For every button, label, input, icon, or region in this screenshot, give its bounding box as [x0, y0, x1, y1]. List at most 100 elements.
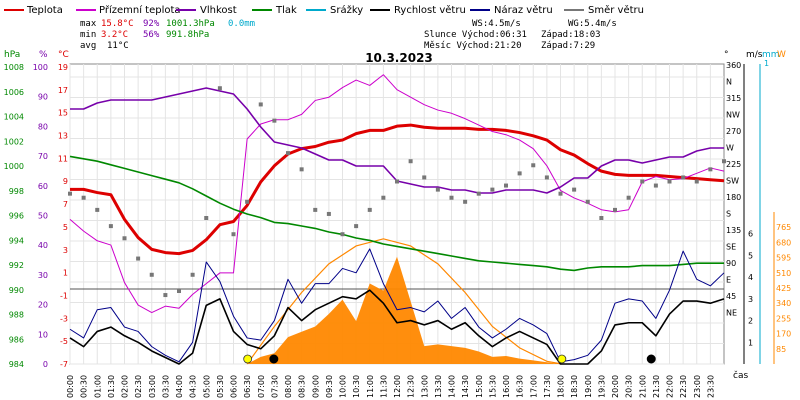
axis-unit-rain: mm: [762, 50, 780, 60]
wind-direction-point: [354, 224, 359, 229]
y-tick-solar: 765: [776, 223, 791, 232]
y-tick-pressure: 1004: [4, 113, 24, 122]
wind-direction-point: [422, 175, 427, 180]
wind-direction-point: [435, 187, 440, 192]
legend-label-srazky: Srážky: [330, 4, 363, 16]
axis-ticks: 00:00 00:30 01:00 01:30 02:00 02:30 03:00 03:30…: [4, 59, 792, 398]
y-tick-direction: W: [726, 144, 734, 153]
axis-unit-solar: W: [777, 50, 786, 60]
y-tick-wind: 3: [748, 295, 753, 304]
legend-label-vlhkost: Vlhkost: [200, 5, 237, 16]
y-tick-solar: 85: [776, 345, 786, 354]
x-tick-label: 19:30: [597, 375, 606, 398]
wind-direction-point: [272, 118, 277, 123]
x-tick-label: 05:00: [202, 375, 211, 398]
y-tick-humidity: 90: [38, 93, 48, 102]
wind-direction-point: [463, 199, 468, 204]
y-tick-temperature: 5: [63, 223, 68, 232]
y-tick-pressure: 992: [9, 261, 24, 270]
wind-direction-point: [313, 207, 318, 212]
wind-direction-point: [204, 216, 209, 220]
y-tick-pressure: 994: [9, 236, 24, 245]
y-tick-direction: 315: [726, 94, 741, 103]
x-tick-label: 22:30: [679, 375, 688, 398]
y-tick-direction: S: [726, 210, 731, 219]
wind-direction-point: [449, 195, 454, 200]
wind-direction-point: [299, 167, 304, 172]
y-tick-humidity: 0: [43, 360, 48, 369]
y-tick-solar: 510: [776, 269, 791, 278]
stats-sun-set: Západ:18:03: [541, 30, 601, 40]
stats-max-press: 1001.3hPa: [166, 19, 215, 29]
x-tick-label: 15:00: [475, 375, 484, 398]
legend-label-naraz: Náraz větru: [494, 4, 553, 16]
y-tick-direction: 270: [726, 127, 741, 136]
x-tick-label: 22:00: [666, 375, 675, 398]
wind-direction-point: [572, 187, 577, 192]
x-tick-label: 14:00: [448, 375, 457, 398]
y-tick-pressure: 996: [9, 212, 24, 221]
wind-direction-point: [340, 232, 345, 237]
y-tick-temperature: 15: [58, 109, 68, 118]
wind-direction-point: [490, 187, 495, 192]
y-tick-temperature: 3: [63, 246, 68, 255]
y-tick-pressure: 1002: [4, 137, 24, 146]
axis-unit-wind: m/s: [746, 50, 763, 60]
wind-direction-point: [68, 191, 72, 196]
x-tick-label: 11:00: [366, 375, 375, 398]
wind-direction-point: [395, 179, 399, 184]
x-tick-label: 00:30: [80, 375, 89, 398]
y-tick-solar: 255: [776, 314, 791, 323]
y-tick-direction: 135: [726, 226, 741, 235]
x-tick-label: 15:30: [488, 375, 497, 398]
axis-unit-humidity: %: [39, 50, 48, 60]
wind-direction-point: [81, 195, 86, 200]
y-tick-humidity: 20: [38, 301, 48, 310]
solar-radiation-area: [247, 256, 561, 364]
x-tick-label: 17:00: [529, 375, 538, 398]
wind-direction-point: [640, 179, 645, 184]
y-tick-wind: 6: [748, 230, 753, 239]
y-tick-direction: 360: [726, 61, 741, 70]
y-tick-humidity: 70: [38, 152, 48, 161]
wind-direction-point: [613, 207, 617, 212]
wind-direction-point: [108, 224, 113, 229]
x-tick-label: 14:30: [461, 375, 470, 398]
y-tick-humidity: 80: [38, 122, 48, 131]
y-tick-temperature: -1: [60, 291, 68, 300]
wind-direction-point: [626, 195, 631, 200]
x-tick-label: 12:00: [393, 375, 402, 398]
x-tick-label: 18:30: [570, 375, 579, 398]
x-tick-label: 21:00: [638, 375, 647, 398]
y-tick-pressure: 998: [9, 187, 24, 196]
x-tick-label: 20:30: [625, 375, 634, 398]
x-tick-label: 23:30: [706, 375, 715, 398]
wind-direction-point: [231, 232, 236, 237]
y-tick-solar: 595: [776, 254, 791, 263]
stats-min-temp: 3.2°C: [101, 30, 128, 40]
x-tick-label: 09:30: [325, 375, 334, 398]
legend: Teplota Přízemní teplota Vlhkost Tlak Sr…: [4, 4, 644, 16]
legend-label-tlak: Tlak: [275, 5, 297, 16]
moonrise-marker: [646, 354, 656, 364]
wind-direction-point: [381, 195, 386, 200]
x-tick-label: 02:00: [121, 375, 130, 398]
legend-label-teplota: Teplota: [26, 5, 63, 16]
y-tick-direction: 90: [726, 259, 736, 268]
y-tick-solar: 680: [776, 238, 791, 247]
x-tick-label: 04:30: [189, 375, 198, 398]
x-tick-label: 16:00: [502, 375, 511, 398]
y-tick-pressure: 984: [9, 360, 24, 369]
y-tick-temperature: 17: [58, 86, 68, 95]
x-tick-label: 03:00: [148, 375, 157, 398]
x-tick-label: 12:30: [407, 375, 416, 398]
wind-direction-point: [217, 86, 222, 91]
moonset-marker: [269, 354, 279, 364]
wind-direction-point: [367, 207, 372, 212]
stats-ws: WS:4.5m/s: [472, 19, 521, 29]
y-tick-wind: 2: [748, 317, 753, 326]
x-tick-label: 05:30: [216, 375, 225, 398]
plot-grid: [69, 63, 725, 365]
x-tick-label: 13:30: [434, 375, 443, 398]
wind-direction-point: [258, 102, 263, 107]
